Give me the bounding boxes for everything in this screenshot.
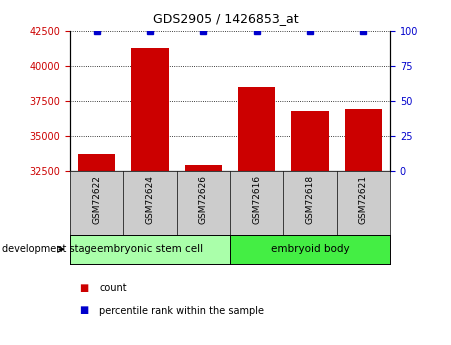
Text: GSM72621: GSM72621	[359, 175, 368, 224]
Bar	[184, 165, 222, 171]
Text: GSM72618: GSM72618	[306, 175, 314, 224]
Text: GSM72616: GSM72616	[252, 175, 261, 224]
Text: embryonic stem cell: embryonic stem cell	[97, 244, 203, 254]
Bar	[238, 87, 276, 171]
Bar	[131, 48, 169, 171]
Bar	[291, 111, 329, 171]
Text: count: count	[99, 283, 127, 293]
Bar	[345, 109, 382, 171]
Text: ■: ■	[79, 306, 88, 315]
Text: GSM72622: GSM72622	[92, 175, 101, 224]
Text: percentile rank within the sample: percentile rank within the sample	[99, 306, 264, 315]
Bar	[78, 154, 115, 171]
Text: ■: ■	[79, 283, 88, 293]
Text: GDS2905 / 1426853_at: GDS2905 / 1426853_at	[153, 12, 298, 25]
Text: embryoid body: embryoid body	[271, 244, 350, 254]
Text: development stage: development stage	[2, 244, 97, 254]
Text: GSM72626: GSM72626	[199, 175, 208, 224]
Text: GSM72624: GSM72624	[146, 175, 154, 224]
